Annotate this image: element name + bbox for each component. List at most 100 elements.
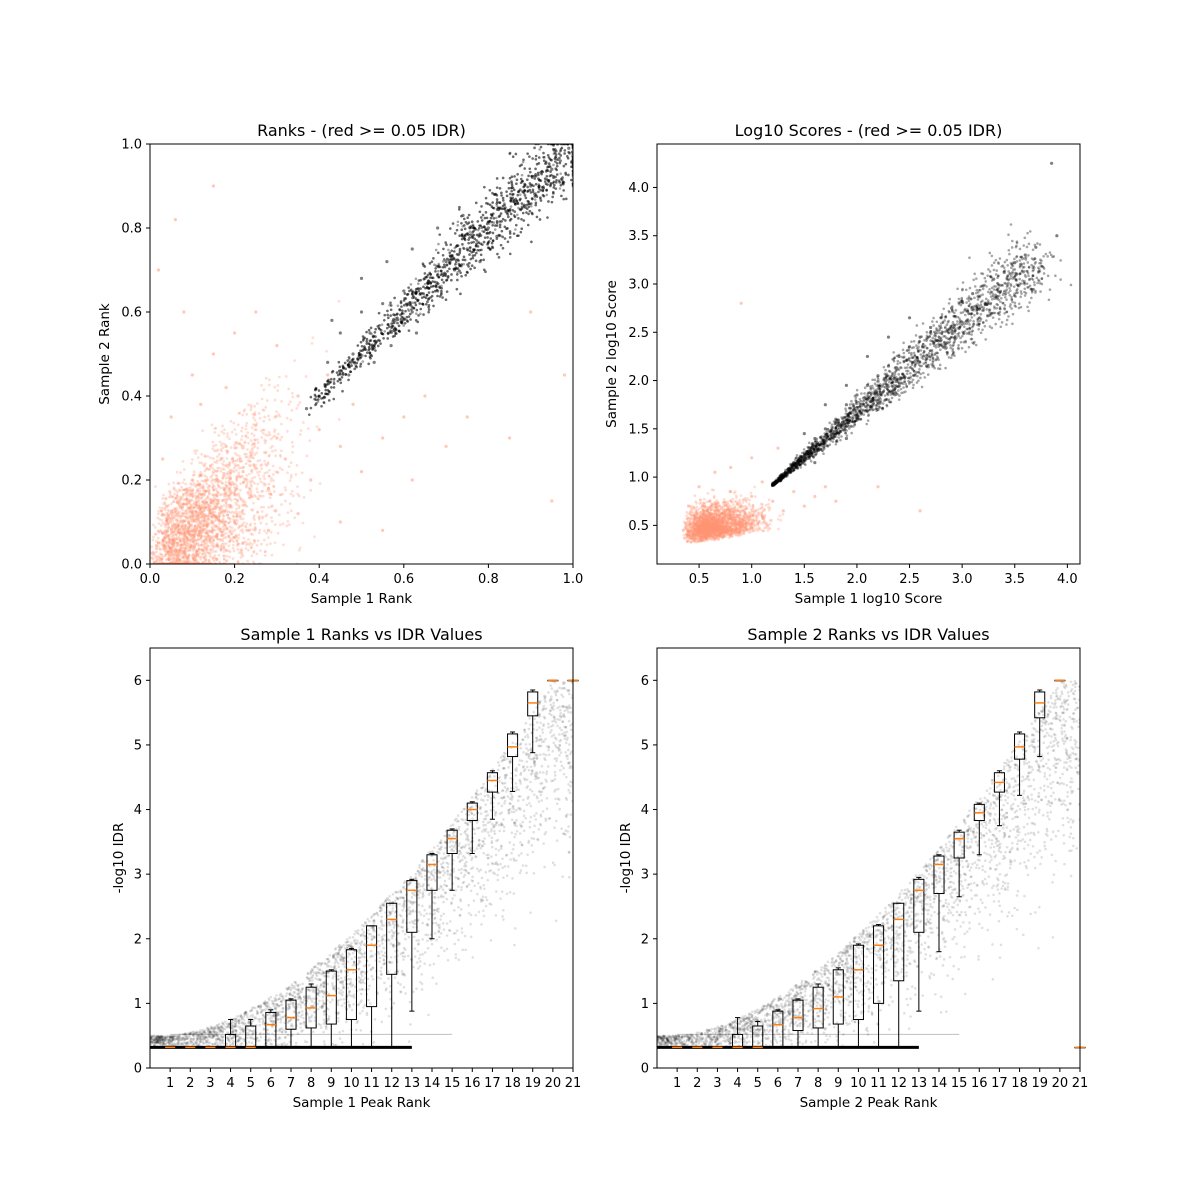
- fail-point: [185, 494, 189, 497]
- fail-point: [157, 512, 160, 516]
- pass-point: [564, 171, 567, 175]
- fail-point: [186, 538, 190, 541]
- fail-point: [191, 538, 195, 542]
- fail-point: [164, 528, 168, 532]
- pass-point: [498, 225, 502, 229]
- fail-point: [209, 512, 213, 516]
- fail-point: [290, 408, 294, 412]
- fail-point: [270, 516, 273, 520]
- pass-point: [493, 228, 497, 231]
- fail-point: [244, 525, 248, 529]
- fail-point: [190, 458, 194, 461]
- fail-point: [186, 487, 190, 490]
- fail-point: [212, 471, 215, 475]
- fail-point: [227, 463, 231, 467]
- fail-point: [186, 536, 189, 540]
- pass-point: [443, 265, 447, 269]
- pass-point: [567, 150, 570, 154]
- pass-point: [413, 301, 417, 304]
- fail-point: [247, 403, 250, 407]
- fail-point: [166, 508, 170, 512]
- fail-point: [253, 481, 256, 485]
- pass-point: [465, 270, 469, 274]
- pass-point: [467, 221, 471, 224]
- pass-point: [534, 201, 538, 205]
- pass-point: [475, 251, 478, 255]
- fail-point: [258, 515, 261, 518]
- pass-point: [435, 283, 438, 287]
- pass-point: [508, 230, 512, 233]
- fail-point: [214, 493, 218, 497]
- fail-point: [216, 545, 220, 549]
- fail-point: [253, 442, 257, 446]
- fail-point: [242, 444, 245, 448]
- fail-point: [231, 459, 235, 463]
- pass-point: [449, 258, 453, 262]
- fail-point: [250, 508, 253, 512]
- fail-point: [213, 519, 217, 523]
- pass-point: [482, 240, 486, 244]
- pass-point: [402, 324, 406, 327]
- pass-point: [338, 365, 342, 369]
- fail-point: [253, 438, 257, 442]
- fail-point: [175, 544, 179, 548]
- fail-point: [215, 459, 219, 463]
- fail-point: [300, 471, 304, 475]
- fail-point: [170, 527, 173, 531]
- pass-point: [478, 210, 482, 214]
- fail-point: [173, 492, 176, 496]
- fail-point: [237, 471, 241, 475]
- fail-point: [210, 474, 214, 478]
- fail-point: [181, 493, 185, 496]
- fail-point: [287, 523, 291, 527]
- fail-point: [184, 497, 188, 501]
- fail-point: [187, 526, 190, 530]
- pass-data-point: [351, 352, 355, 356]
- fail-point: [276, 432, 280, 436]
- fail-point: [188, 510, 192, 514]
- fail-point: [213, 431, 217, 434]
- pass-point: [461, 243, 464, 246]
- fail-point: [182, 513, 186, 517]
- pass-point: [462, 217, 466, 221]
- fail-point: [258, 477, 262, 481]
- pass-point: [397, 324, 401, 328]
- fail-point: [172, 525, 176, 528]
- fail-point: [254, 495, 258, 498]
- pass-point: [456, 220, 460, 224]
- fail-point: [172, 481, 176, 485]
- fail-point: [168, 546, 172, 550]
- fail-point: [216, 537, 220, 541]
- fail-point: [266, 433, 270, 437]
- fail-point: [225, 510, 229, 514]
- fail-point: [187, 492, 190, 496]
- fail-point: [279, 449, 283, 453]
- fail-point: [213, 528, 217, 532]
- fail-point: [246, 559, 249, 563]
- fail-point: [193, 555, 197, 559]
- fail-point: [218, 527, 222, 531]
- pass-point: [559, 172, 562, 175]
- pass-point: [421, 302, 424, 306]
- fail-point: [198, 461, 202, 464]
- fail-point: [221, 442, 224, 445]
- pass-point: [332, 382, 336, 385]
- pass-point: [480, 205, 483, 208]
- fail-point: [219, 504, 223, 508]
- pass-point: [332, 377, 336, 381]
- fail-point: [209, 501, 213, 504]
- fail-point: [218, 466, 221, 470]
- fail-point: [184, 509, 188, 513]
- fail-point: [208, 501, 212, 505]
- pass-point: [552, 163, 555, 167]
- fail-point: [230, 538, 234, 542]
- fail-point: [224, 480, 228, 484]
- fail-point: [293, 516, 297, 520]
- fail-point: [301, 521, 305, 525]
- pass-point: [500, 220, 503, 223]
- fail-point: [244, 434, 248, 438]
- fail-point: [287, 403, 291, 406]
- pass-point: [518, 198, 522, 202]
- pass-point: [434, 267, 437, 270]
